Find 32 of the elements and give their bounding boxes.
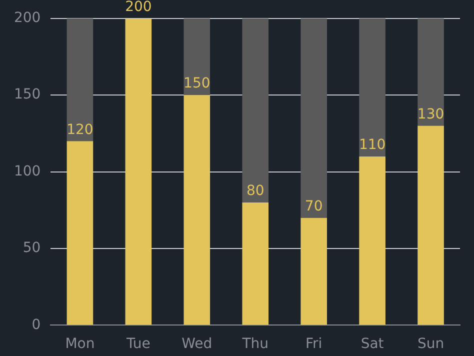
bar [300, 218, 327, 325]
bar [418, 126, 444, 325]
bar [359, 156, 386, 325]
data-label: 130 [417, 106, 444, 122]
data-label: 70 [304, 198, 323, 214]
bar [359, 18, 386, 156]
x-tick-label: Sat [360, 336, 384, 352]
data-label: 150 [184, 76, 210, 92]
x-tick-label: Mon [65, 336, 95, 352]
bar [242, 202, 269, 325]
x-tick-label: Fri [305, 336, 322, 352]
data-label: 110 [358, 137, 386, 154]
bar [184, 18, 210, 96]
x-tick-label: Sun [417, 336, 444, 352]
data-label: 80 [246, 183, 264, 200]
x-tick-label: Wed [182, 336, 212, 352]
y-tick-label: 0 [32, 316, 41, 333]
bar [66, 141, 94, 325]
y-tick-label: 150 [14, 86, 41, 103]
bar [242, 18, 269, 202]
y-tick-label: 50 [22, 240, 41, 256]
y-tick-label: 200 [14, 10, 41, 26]
bar [418, 18, 444, 126]
bar [184, 95, 210, 325]
data-label: 120 [66, 122, 94, 138]
x-tick-label: Thu [241, 336, 269, 352]
data-label: 200 [125, 0, 152, 16]
bar [66, 18, 94, 142]
bar [300, 18, 327, 218]
x-tick-label: Tue [125, 336, 150, 352]
y-tick-label: 100 [14, 163, 41, 180]
bar [125, 18, 152, 325]
